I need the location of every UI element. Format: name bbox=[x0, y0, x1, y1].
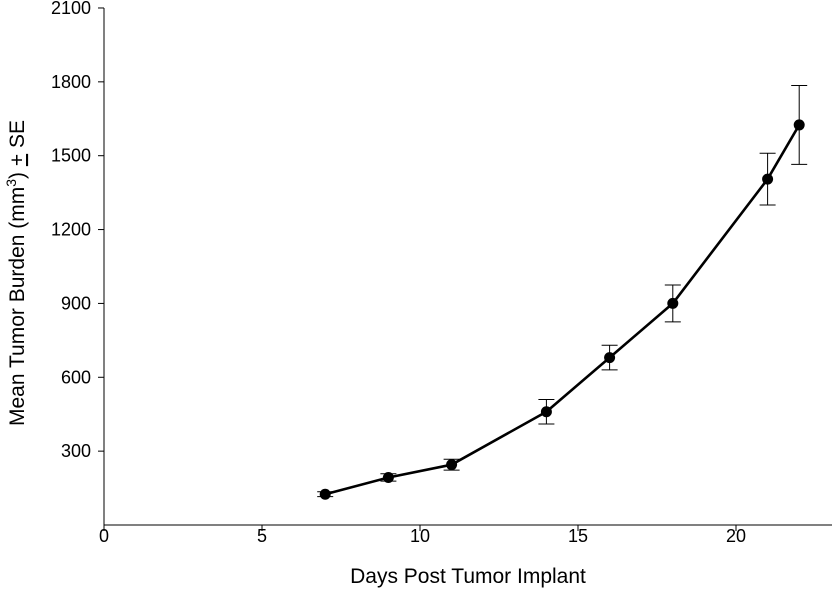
data-point bbox=[604, 352, 616, 364]
data-point bbox=[319, 488, 331, 500]
y-axis-title-superscript: 3 bbox=[3, 179, 19, 187]
data-point bbox=[540, 406, 552, 418]
ticks: 300 600 900 1200 1500 1800 2100 0 5 10 15 20 bbox=[51, 0, 746, 546]
data-point bbox=[446, 459, 458, 471]
y-tick-label: 1500 bbox=[51, 146, 91, 166]
data-point bbox=[762, 173, 774, 185]
data-point bbox=[667, 297, 679, 309]
y-axis-title-se: SE bbox=[6, 120, 29, 154]
data-point bbox=[382, 471, 394, 483]
y-axis-title-pm-sign: + bbox=[6, 154, 29, 166]
y-tick-label: 2100 bbox=[51, 0, 91, 18]
axes bbox=[103, 8, 832, 526]
x-axis-title: Days Post Tumor Implant bbox=[350, 565, 586, 588]
x-tick-label: 5 bbox=[257, 526, 267, 546]
y-tick-label: 600 bbox=[61, 367, 91, 387]
y-tick-label: 300 bbox=[61, 441, 91, 461]
x-tick-label: 0 bbox=[99, 526, 109, 546]
x-tick-label: 10 bbox=[410, 526, 430, 546]
y-tick-label: 900 bbox=[61, 293, 91, 313]
y-axis-title-suffix: ) bbox=[6, 166, 29, 179]
data-point bbox=[793, 119, 805, 131]
y-tick-label: 1200 bbox=[51, 220, 91, 240]
y-tick-label: 1800 bbox=[51, 72, 91, 92]
x-tick-label: 15 bbox=[568, 526, 588, 546]
y-axis-title: Mean Tumor Burden (mm3) + SE bbox=[3, 120, 29, 426]
series-line bbox=[324, 124, 801, 496]
x-tick-label: 20 bbox=[726, 526, 746, 546]
data-series bbox=[317, 85, 808, 500]
y-axis-title-main: Mean Tumor Burden (mm bbox=[6, 187, 29, 426]
